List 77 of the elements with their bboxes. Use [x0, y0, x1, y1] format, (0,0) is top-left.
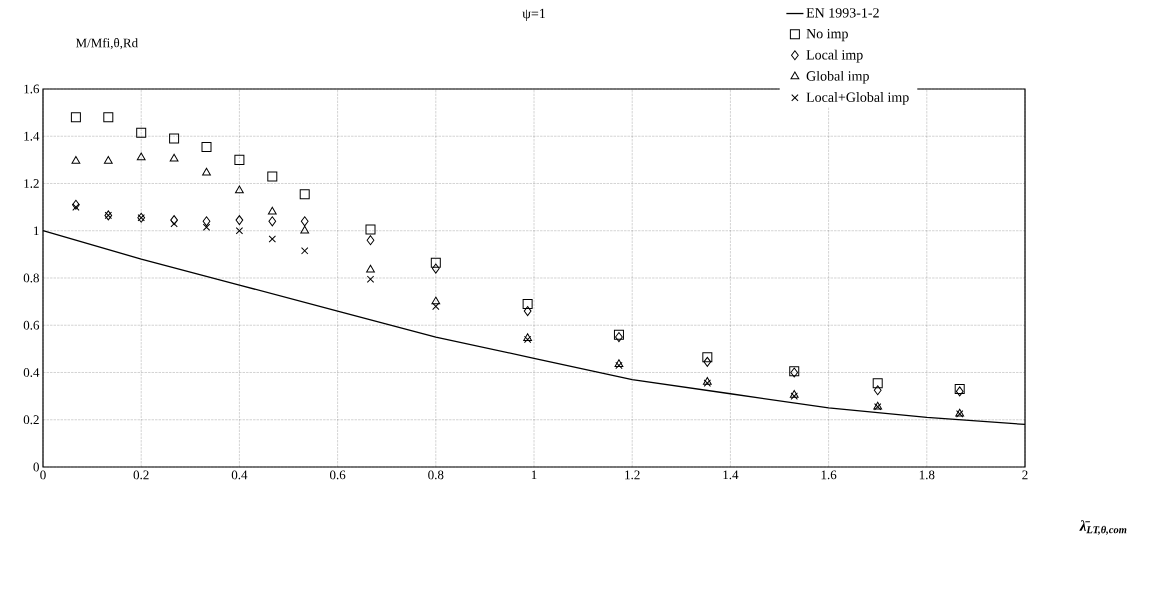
point — [202, 223, 211, 231]
y-tick-label: 1.2 — [24, 179, 39, 188]
x-tick-label: 1.2 — [625, 470, 640, 480]
y-tick-label: 0.4 — [23, 368, 40, 377]
point — [267, 171, 278, 182]
point — [103, 156, 113, 164]
point — [169, 153, 179, 162]
point — [366, 235, 375, 246]
point — [169, 133, 180, 144]
point — [268, 235, 276, 243]
x-tick-label: 1.8 — [919, 470, 935, 480]
point — [523, 306, 532, 317]
point — [202, 167, 211, 176]
point — [366, 275, 375, 283]
x-tick-label: 1 — [531, 470, 537, 480]
x-tick-label: 0.4 — [231, 470, 248, 480]
point — [267, 206, 277, 215]
y-tick-label: 0.2 — [23, 415, 39, 425]
x-tick-label: 0.2 — [133, 470, 149, 480]
point — [103, 112, 114, 123]
point — [366, 264, 375, 273]
point — [703, 379, 712, 387]
legend-label: Local+Global imp — [806, 92, 909, 105]
point — [234, 154, 245, 165]
legend-label: EN 1993-1-2 — [806, 8, 879, 18]
x-tick-label: 2 — [1022, 470, 1028, 480]
point — [268, 216, 277, 227]
point — [702, 352, 713, 363]
point — [431, 263, 440, 274]
y-tick-label: 1.4 — [24, 131, 40, 141]
point — [702, 376, 712, 385]
x-tick-label: 0.8 — [428, 470, 444, 480]
point — [703, 356, 712, 367]
point — [72, 203, 80, 211]
point — [235, 185, 244, 194]
point — [365, 224, 376, 235]
point — [614, 359, 624, 367]
y-tick-label: 1 — [34, 226, 39, 236]
point — [170, 215, 178, 226]
legend-label: Local imp — [806, 49, 863, 63]
point — [430, 257, 441, 268]
point — [789, 389, 799, 398]
point — [431, 296, 441, 305]
point — [235, 215, 244, 226]
y-axis-title: M/Mfi,θ,Rd — [75, 38, 138, 50]
x-tick-label: 1.6 — [821, 470, 837, 480]
point — [522, 298, 533, 309]
point — [300, 225, 310, 234]
legend-label: No imp — [806, 28, 848, 42]
point — [201, 141, 212, 152]
y-tick-label: 0.8 — [23, 273, 39, 283]
chart-title: ψ=1 — [522, 8, 545, 22]
point — [523, 335, 532, 344]
point — [432, 302, 440, 311]
point — [523, 333, 533, 341]
point — [301, 247, 309, 255]
point — [170, 219, 178, 228]
point — [873, 385, 882, 396]
point — [300, 216, 309, 227]
x-axis-title: λ̄$_{LT,θ,com}$ — [1079, 520, 1127, 535]
x-tick-label: 1.4 — [723, 470, 739, 480]
x-tick-label: 0.6 — [329, 470, 346, 480]
point — [790, 392, 798, 400]
y-tick-label: 0.6 — [23, 320, 40, 330]
point — [71, 156, 81, 164]
point — [72, 199, 80, 210]
point — [136, 127, 147, 138]
point — [202, 216, 211, 227]
point — [615, 361, 623, 370]
point — [136, 152, 146, 161]
point — [872, 378, 883, 389]
legend-label: Global imp — [806, 70, 869, 84]
point — [299, 189, 310, 200]
point — [70, 112, 81, 123]
point — [235, 227, 244, 235]
y-tick-label: 0 — [33, 462, 39, 472]
y-tick-label: 1.6 — [24, 84, 40, 94]
